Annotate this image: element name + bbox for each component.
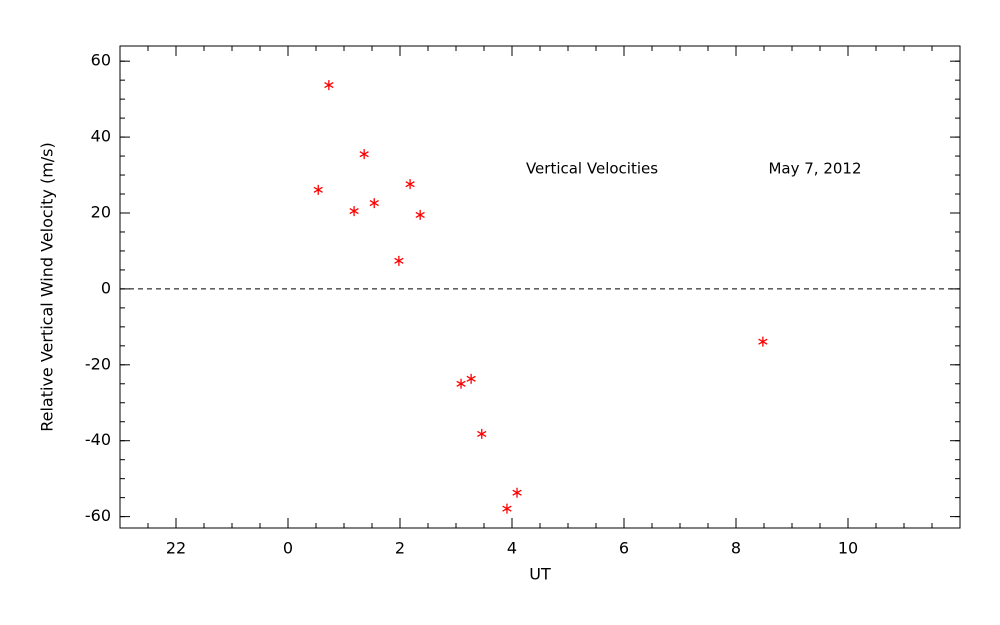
data-point <box>466 373 476 384</box>
data-point <box>502 503 512 514</box>
x-tick-label: 6 <box>619 539 629 558</box>
x-tick-label: 22 <box>166 539 186 558</box>
x-tick-label: 2 <box>395 539 405 558</box>
y-tick-label: -20 <box>85 354 111 373</box>
x-tick-label: 4 <box>507 539 517 558</box>
y-tick-label: -60 <box>85 506 111 525</box>
x-axis-label: UT <box>529 565 551 584</box>
data-point <box>477 428 487 439</box>
y-tick-label: 20 <box>91 202 111 221</box>
data-point <box>758 336 768 347</box>
x-tick-label: 0 <box>283 539 293 558</box>
data-point <box>324 80 334 91</box>
data-point <box>359 149 369 160</box>
annotation: Vertical Velocities <box>526 160 658 178</box>
x-tick-label: 10 <box>838 539 858 558</box>
data-point <box>415 209 425 220</box>
y-axis-label: Relative Vertical Wind Velocity (m/s) <box>38 142 57 432</box>
y-tick-label: 60 <box>91 51 111 70</box>
data-point <box>394 255 404 266</box>
y-tick-label: -40 <box>85 430 111 449</box>
x-tick-label: 8 <box>731 539 741 558</box>
y-tick-label: 40 <box>91 127 111 146</box>
annotation: May 7, 2012 <box>768 160 861 178</box>
data-point <box>456 378 466 389</box>
data-point <box>405 179 415 190</box>
data-point <box>349 206 359 217</box>
y-tick-label: 0 <box>101 278 111 297</box>
data-point <box>313 184 323 195</box>
data-point <box>512 487 522 498</box>
data-point <box>369 198 379 209</box>
